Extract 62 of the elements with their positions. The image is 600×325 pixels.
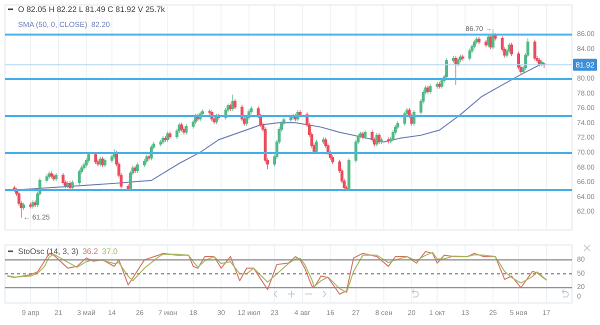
candlestick [101, 156, 104, 168]
candlestick [533, 39, 536, 61]
candlestick [54, 172, 58, 182]
candlestick [461, 54, 464, 61]
candlestick [45, 174, 48, 183]
candlestick [440, 78, 444, 89]
candlestick [438, 82, 441, 89]
candlestick [456, 57, 460, 67]
candlestick [159, 139, 162, 147]
candlestick [370, 130, 374, 142]
candlestick [184, 124, 188, 135]
candlestick [289, 114, 292, 122]
candlestick [148, 154, 151, 161]
chart-title: StoOsc (14, 3, 3) [18, 247, 78, 256]
candlestick [454, 56, 458, 86]
annotation: 36.2 [82, 247, 99, 256]
candlestick [452, 56, 455, 64]
candlestick [478, 36, 480, 45]
candlestick [62, 172, 65, 186]
candlestick [426, 85, 430, 94]
candlestick [182, 126, 186, 135]
candlestick [331, 154, 334, 164]
candlestick [492, 29, 494, 50]
candlestick [472, 39, 476, 50]
candlestick [234, 98, 237, 110]
candlestick [517, 51, 520, 70]
candlestick [82, 162, 86, 170]
candlestick [84, 158, 88, 168]
candlestick [538, 58, 541, 67]
candlestick [134, 165, 137, 174]
candlestick [87, 152, 90, 163]
candlestick [510, 42, 514, 56]
candlestick [70, 180, 74, 190]
annotation: O 82.05 H 82.22 L 81.49 C 81.92 V 25.7k [18, 5, 166, 14]
candlestick [22, 202, 26, 210]
candlestick [364, 130, 367, 140]
candlestick [445, 58, 448, 80]
annotation: 37.0 [102, 247, 118, 256]
candlestick [29, 202, 32, 209]
candlestick [78, 168, 81, 186]
candlestick [428, 84, 432, 94]
candlestick [166, 131, 170, 142]
candlestick [136, 162, 139, 174]
candlestick [459, 54, 462, 62]
candlestick [48, 171, 51, 180]
candlestick [386, 137, 390, 144]
candlestick [298, 110, 302, 118]
candlestick [103, 158, 106, 168]
candlestick [380, 137, 383, 144]
candlestick [347, 158, 350, 192]
candlestick [180, 122, 184, 132]
candlestick [94, 152, 98, 164]
candlestick [378, 132, 381, 144]
candlestick [162, 136, 164, 144]
candlestick [228, 103, 232, 112]
candlestick [68, 180, 72, 190]
candlestick [50, 171, 53, 179]
candlestick [142, 158, 146, 168]
candlestick [168, 131, 172, 140]
candlestick [31, 200, 34, 209]
candlestick [314, 139, 318, 154]
candlestick [484, 39, 488, 48]
